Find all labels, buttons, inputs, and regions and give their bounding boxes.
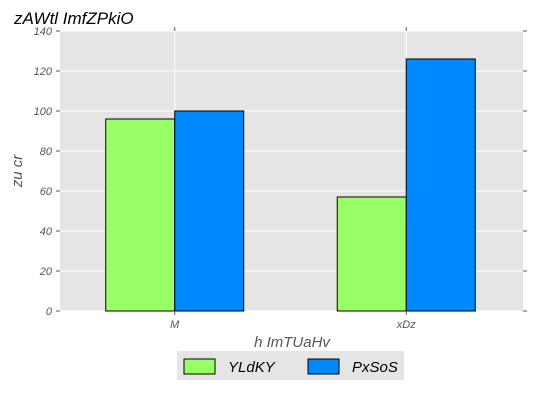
legend: YLdKY PxSoS [177, 351, 404, 380]
legend-swatch-ylDKY [183, 358, 216, 375]
y-tick-label: 100 [34, 106, 53, 118]
chart-title: zAWtl ImfZPkiO [13, 9, 134, 28]
legend-label-pxSoS: PxSoS [352, 359, 398, 376]
y-tick-label: 40 [40, 226, 53, 238]
bar-pxsos-m [174, 110, 245, 312]
legend-label-ylDKY: YLdKY [228, 359, 276, 376]
y-tick-label: 120 [34, 66, 53, 78]
x-axis-label: h ImTUaHv [254, 334, 331, 351]
x-tick-label: xDz [396, 319, 416, 331]
x-tick-label: M [170, 319, 180, 331]
y-tick-label: 0 [46, 306, 53, 318]
y-tick-label: 140 [34, 26, 53, 38]
bar-pxsos-xdz [405, 58, 476, 312]
axis-ticks: 0 20 40 60 80 100 120 140 M xDz [34, 26, 527, 331]
y-tick-label: 60 [40, 186, 53, 198]
bar-yldky-xdz [336, 196, 407, 312]
bars [105, 58, 476, 312]
y-tick-label: 80 [40, 146, 53, 158]
y-axis-label: zu cr [9, 154, 26, 189]
bar-yldky-m [105, 118, 176, 312]
legend-swatch-pxSoS [307, 358, 340, 375]
y-tick-label: 20 [39, 266, 53, 278]
